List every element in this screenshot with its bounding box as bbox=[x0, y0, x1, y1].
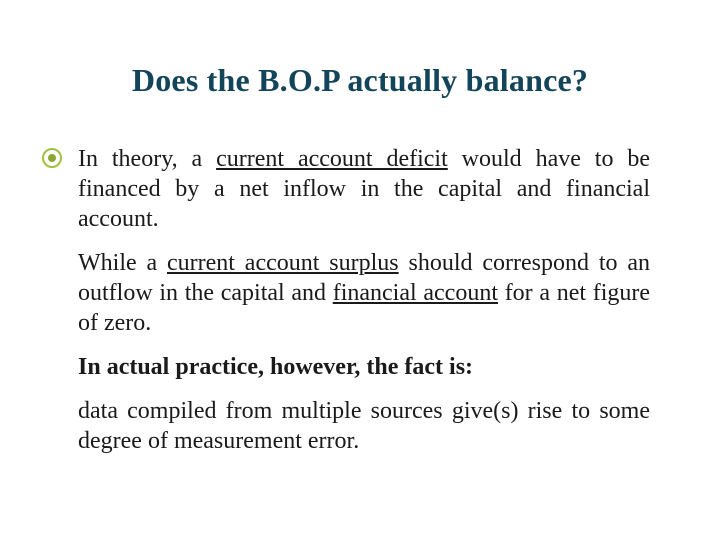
body-paragraph: While a current account surplus should c… bbox=[78, 248, 650, 338]
text-run: In theory, a bbox=[78, 146, 216, 172]
slide-body: In theory, a current account deficit wou… bbox=[78, 144, 650, 470]
body-paragraph: In theory, a current account deficit wou… bbox=[78, 144, 650, 234]
text-run: current account surplus bbox=[167, 250, 399, 276]
body-paragraph: data compiled from multiple sources give… bbox=[78, 396, 650, 456]
body-paragraph: In actual practice, however, the fact is… bbox=[78, 352, 650, 382]
title-wrap: Does the B.O.P actually balance? bbox=[0, 62, 720, 99]
slide: Does the B.O.P actually balance? In theo… bbox=[0, 0, 720, 540]
text-run: current account deficit bbox=[216, 146, 448, 172]
text-run: data compiled from multiple sources give… bbox=[78, 398, 650, 454]
text-run: While a bbox=[78, 250, 167, 276]
bullet-icon bbox=[42, 148, 62, 168]
text-run: In actual practice, however, the fact is… bbox=[78, 354, 473, 380]
text-run: financial account bbox=[333, 280, 498, 306]
slide-title: Does the B.O.P actually balance? bbox=[132, 62, 588, 98]
